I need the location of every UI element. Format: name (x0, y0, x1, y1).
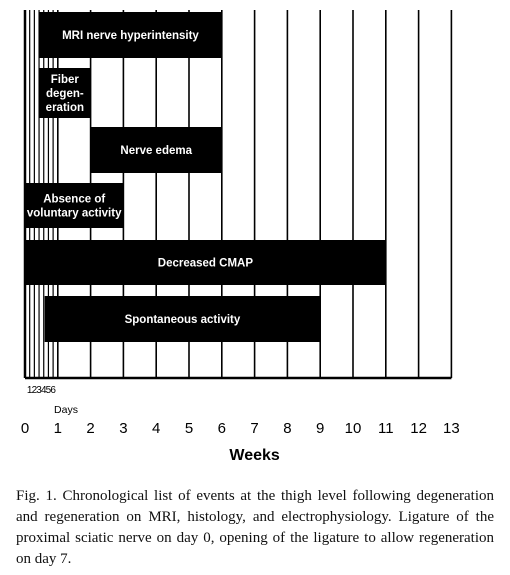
event-bar-label-line: Absence of (43, 194, 105, 206)
week-tick-label: 6 (218, 420, 226, 437)
event-bar-label-1: Fiber degen-eration (46, 74, 84, 114)
day-tick-label: 6 (50, 385, 56, 396)
event-bar-4 (25, 240, 386, 285)
event-bar-1 (39, 68, 91, 118)
week-tick-label: 10 (345, 420, 362, 437)
event-bar-label-line: voluntary activity (27, 208, 122, 220)
event-bar-label-line: Fiber (51, 74, 80, 86)
event-timeline-chart: MRI nerve hyperintensity Fiber degen-erati… (21, 10, 460, 464)
week-tick-label: 1 (54, 420, 62, 437)
day-tick-label: 1 (27, 385, 33, 396)
event-bar-label-0: MRI nerve hyperintensity (62, 30, 199, 42)
event-bar-label-2: Nerve edema (120, 145, 192, 157)
day-tick-label: 2 (32, 385, 38, 396)
event-bar-label-line: eration (46, 102, 84, 114)
week-tick-label: 11 (378, 420, 394, 437)
event-bar-2 (90, 127, 222, 173)
day-axis-label: Days (54, 404, 78, 416)
week-tick-label: 12 (410, 420, 427, 437)
day-tick-label: 5 (46, 385, 52, 396)
event-bar-label-line: Nerve edema (120, 145, 192, 157)
week-tick-label: 13 (443, 420, 460, 437)
event-bar-label-line: degen- (46, 88, 84, 100)
week-tick-label: 3 (119, 420, 127, 437)
event-bar-0 (39, 12, 222, 58)
day-tick-label: 3 (36, 385, 42, 396)
event-bar-label-5: Spontaneous activity (125, 314, 241, 326)
event-bar-label-3: Absence of voluntary activity (27, 194, 122, 220)
event-bar-label-4: Decreased CMAP (158, 258, 254, 270)
week-tick-label: 4 (152, 420, 160, 437)
event-bar-label-line: Spontaneous activity (125, 314, 241, 326)
week-tick-label: 8 (283, 420, 291, 437)
x-axis-title: Weeks (229, 447, 280, 464)
figure-caption: Fig. 1. Chronological list of events at … (16, 488, 494, 567)
event-bar-label-line: Decreased CMAP (158, 258, 254, 270)
week-tick-label: 9 (316, 420, 324, 437)
event-bars: MRI nerve hyperintensity Fiber degen-erati… (25, 12, 386, 342)
week-tick-label: 0 (21, 420, 29, 437)
event-bar-5 (44, 296, 321, 342)
week-tick-label: 2 (86, 420, 94, 437)
week-tick-label: 7 (250, 420, 258, 437)
week-tick-label: 5 (185, 420, 193, 437)
event-bar-3 (25, 183, 124, 228)
day-tick-label: 4 (41, 385, 47, 396)
event-bar-label-line: MRI nerve hyperintensity (62, 30, 199, 42)
